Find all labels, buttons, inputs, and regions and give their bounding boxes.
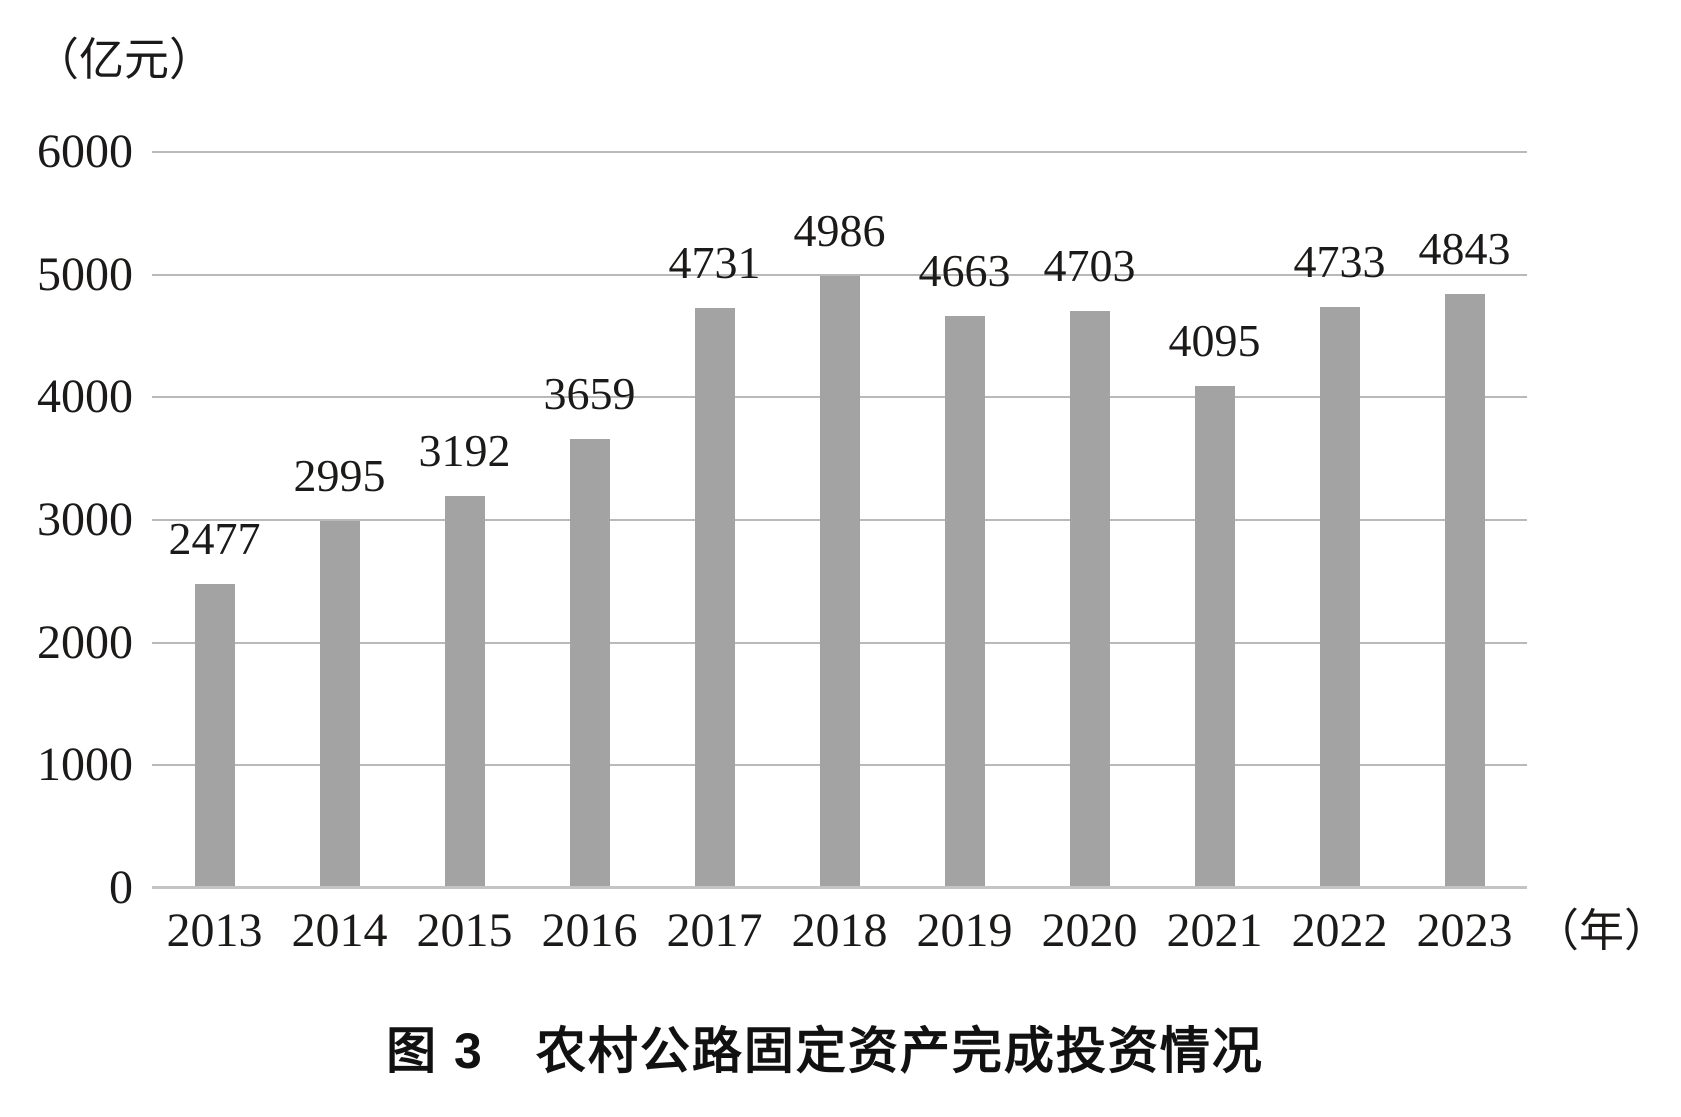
x-axis-tick-label: 2016: [541, 904, 638, 957]
x-axis-unit-label: （年）: [1534, 906, 1670, 956]
x-axis-tick-label: 2021: [1166, 904, 1263, 957]
y-axis-tick-label: 0: [109, 861, 133, 914]
x-axis-tick-label: 2022: [1291, 904, 1388, 957]
bar-2013: [194, 584, 235, 888]
x-axis-tick-label: 2023: [1416, 904, 1513, 957]
x-axis-tick-label: 2020: [1041, 904, 1138, 957]
bar-value-label: 3192: [418, 425, 511, 476]
bar-2017: [694, 308, 735, 888]
y-axis-tick-label: 3000: [37, 493, 133, 546]
x-axis-line: [152, 886, 1527, 889]
bar-2015: [444, 496, 485, 888]
bar-value-label: 4733: [1293, 236, 1386, 287]
y-axis-tick-label: 1000: [37, 738, 133, 792]
bar-value-label: 2477: [168, 513, 261, 564]
y-axis-tick-label: 2000: [37, 615, 133, 669]
bar-value-label: 4663: [918, 245, 1011, 296]
x-axis-tick-label: 2018: [791, 904, 888, 957]
x-axis-tick-label: 2014: [291, 904, 388, 957]
bar-value-label: 4843: [1418, 223, 1511, 274]
bar-2021: [1194, 386, 1235, 888]
chart-caption: 图 3 农村公路固定资产完成投资情况: [386, 1023, 1264, 1079]
bar-value-label: 3659: [543, 368, 636, 419]
bar-value-label: 4095: [1168, 315, 1261, 366]
bar-2019: [944, 316, 985, 888]
plot-area: 2477 2995 3192 3659 4731 4986 4663 4703 4095 4733…: [152, 151, 1527, 889]
bar-2023: [1444, 294, 1485, 888]
gridline: [152, 151, 1527, 153]
bar-2014: [319, 521, 360, 888]
y-axis-tick-label: 5000: [37, 247, 133, 301]
gridline: [152, 273, 1527, 276]
bar-2018: [819, 276, 860, 888]
bar-2020: [1069, 311, 1110, 888]
bar-value-label: 4986: [793, 205, 886, 256]
x-axis-tick-label: 2019: [916, 904, 1013, 957]
y-axis-tick-label: 6000: [37, 125, 133, 178]
y-axis-unit-label: （亿元）: [34, 35, 215, 85]
x-axis-tick-label: 2017: [666, 904, 763, 957]
bar-value-label: 4703: [1043, 240, 1136, 291]
y-axis-tick-label: 4000: [37, 370, 133, 424]
bar-value-label: 4731: [668, 237, 761, 288]
bar-2016: [569, 439, 610, 888]
bar-value-label: 2995: [293, 450, 386, 501]
bar-2022: [1319, 307, 1360, 888]
x-axis-tick-label: 2015: [416, 904, 513, 957]
x-axis-tick-label: 2013: [166, 904, 263, 957]
